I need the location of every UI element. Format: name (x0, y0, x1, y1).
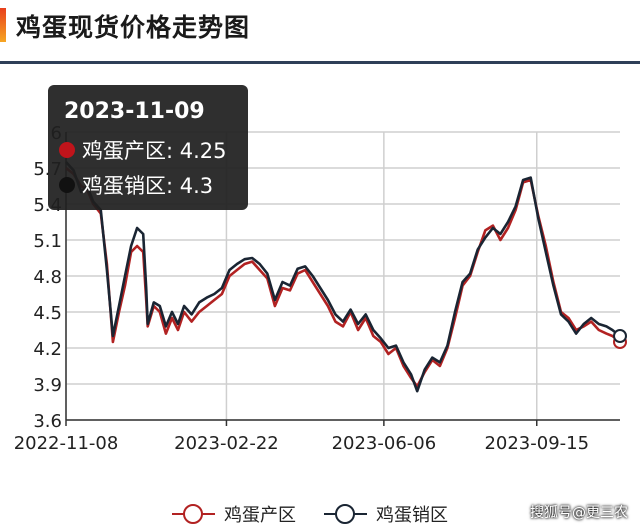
tooltip: 2023-11-09 鸡蛋产区: 4.25 鸡蛋销区: 4.3 (48, 85, 248, 210)
legend-item-producing[interactable]: 鸡蛋产区 (172, 504, 296, 526)
legend-marker-selling (335, 504, 355, 524)
legend-marker-producing (183, 504, 203, 524)
legend[interactable]: 鸡蛋产区 鸡蛋销区 (172, 504, 448, 526)
y-tick-label: 4.2 (33, 339, 62, 360)
y-tick-label: 4.8 (33, 267, 62, 288)
tooltip-date: 2023-11-09 (64, 99, 205, 124)
y-tick-label: 3.6 (33, 411, 62, 432)
tooltip-row-selling: 鸡蛋销区: 4.3 (82, 174, 213, 198)
header-divider (0, 61, 640, 64)
watermark: 搜狐号@更三农 (530, 505, 628, 521)
legend-label-selling: 鸡蛋销区 (376, 505, 448, 526)
tooltip-background (48, 85, 248, 210)
y-tick-label: 4.5 (33, 303, 62, 324)
chart-header: 鸡蛋现货价格走势图 (0, 0, 640, 64)
tooltip-marker-producing (59, 142, 75, 158)
series-layer (65, 161, 627, 393)
x-tick-label: 2023-06-06 (332, 433, 437, 454)
title-accent-bar (0, 8, 6, 42)
page-title: 鸡蛋现货价格走势图 (16, 13, 251, 42)
series-line-selling (65, 161, 621, 393)
x-tick-label: 2022-11-08 (14, 433, 119, 454)
series-end-marker-selling[interactable] (613, 329, 627, 343)
y-tick-label: 3.9 (33, 375, 62, 396)
tooltip-row-producing: 鸡蛋产区: 4.25 (82, 139, 227, 163)
y-tick-label: 5.1 (33, 231, 62, 252)
legend-item-selling[interactable]: 鸡蛋销区 (324, 504, 448, 526)
legend-label-producing: 鸡蛋产区 (224, 505, 296, 526)
x-tick-label: 2023-09-15 (484, 433, 589, 454)
x-tick-label: 2023-02-22 (174, 433, 279, 454)
tooltip-marker-selling (59, 177, 75, 193)
